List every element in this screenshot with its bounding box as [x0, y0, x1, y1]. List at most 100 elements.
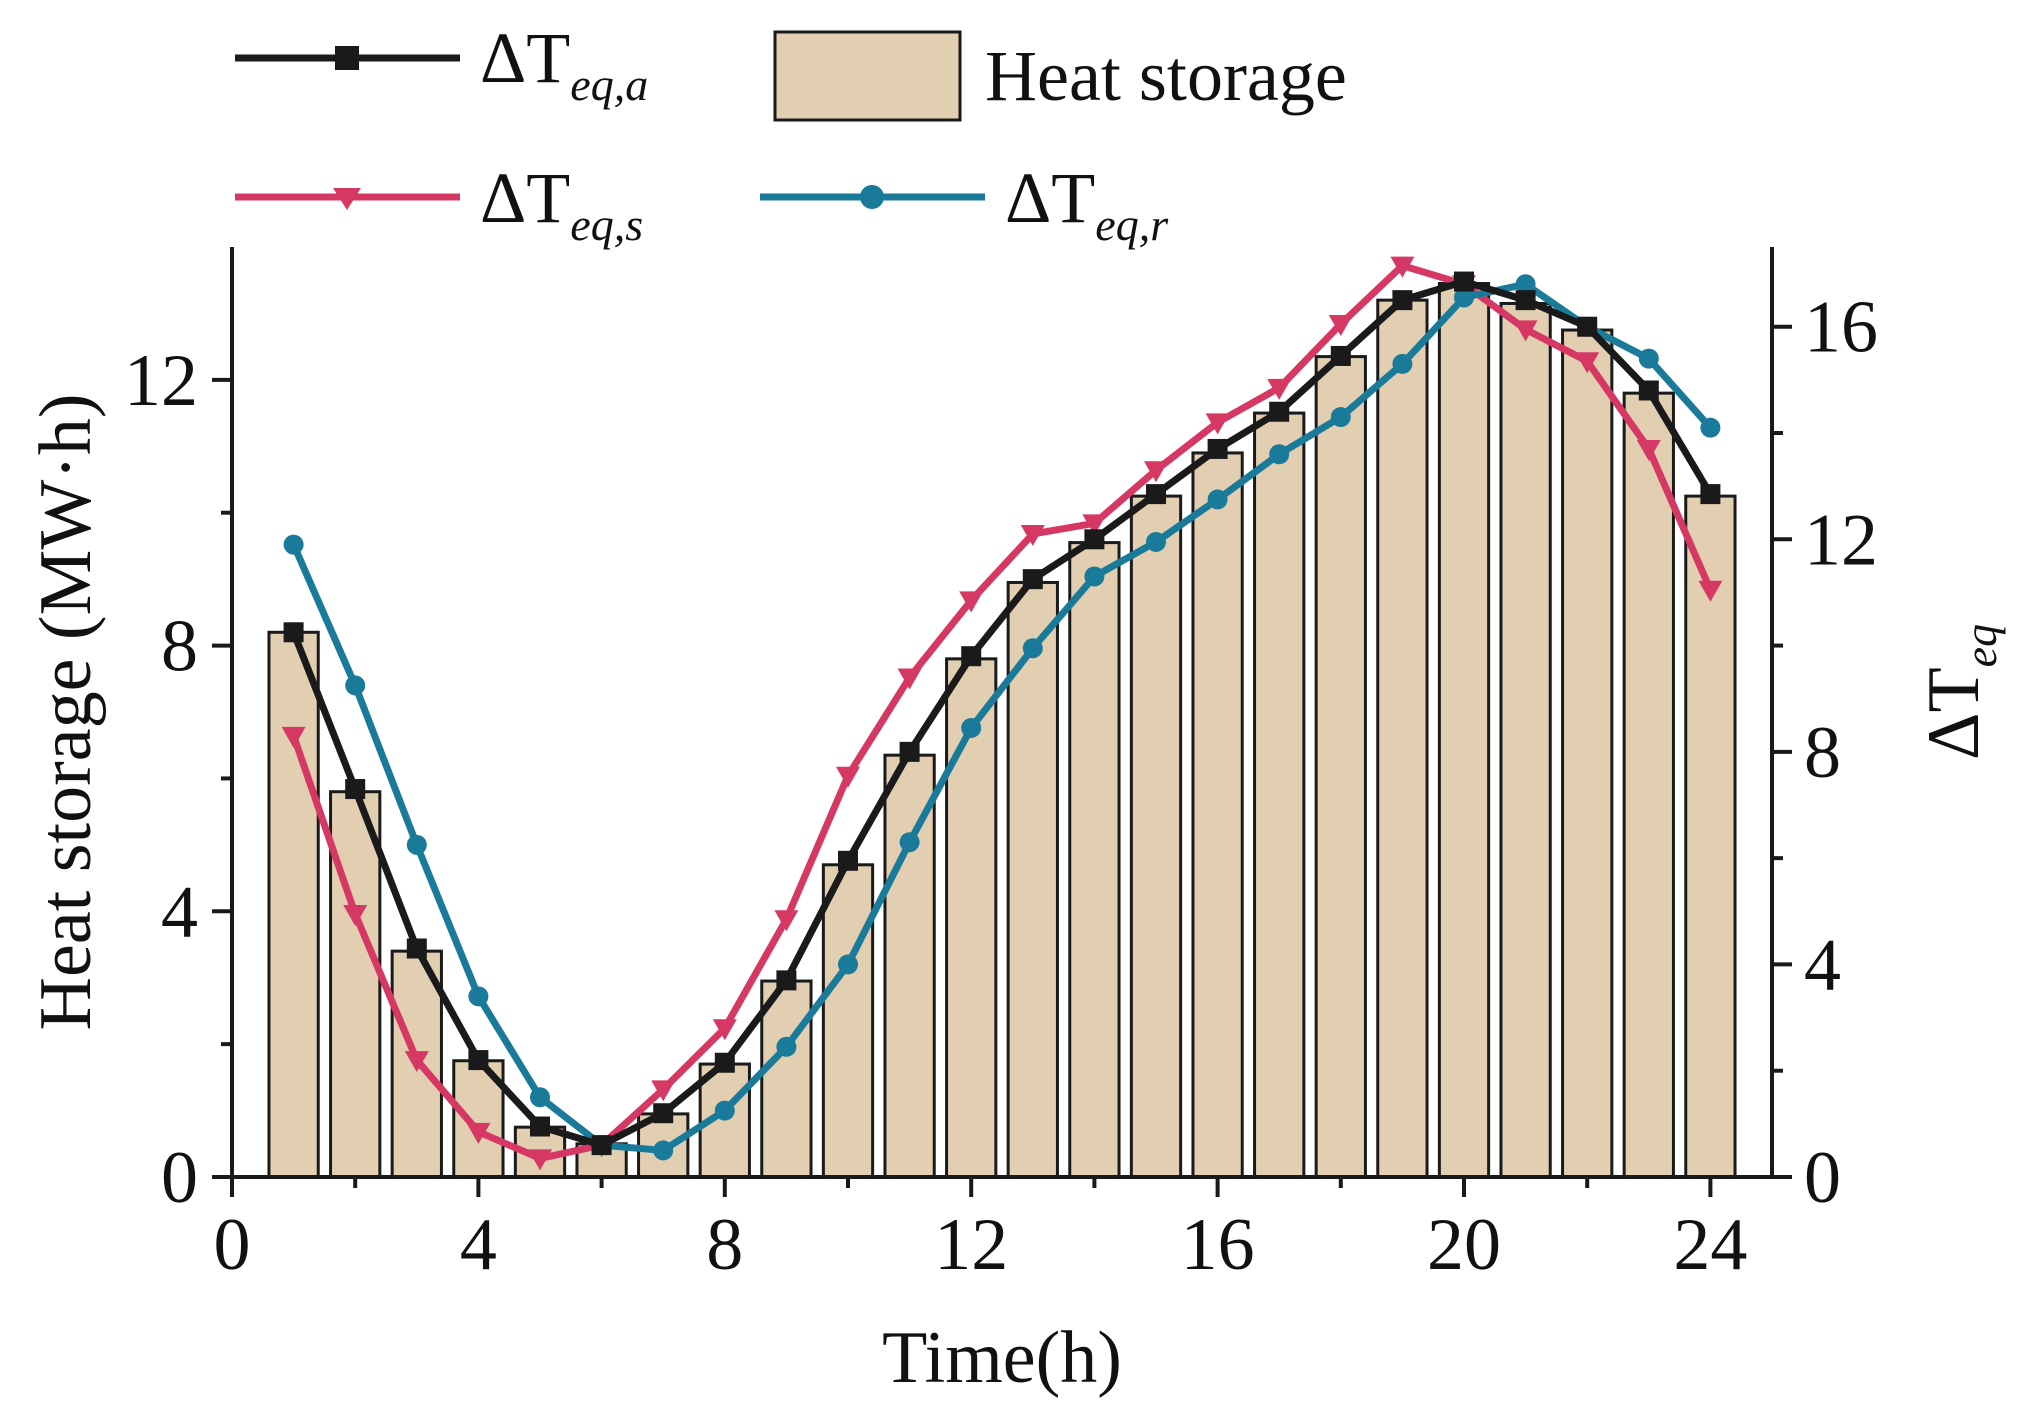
series-line-teq-eqr	[290, 280, 1714, 1154]
point-teq-eqa	[1577, 316, 1598, 337]
bar-heat-storage	[945, 657, 998, 1179]
point-teq-eqs	[897, 668, 922, 690]
point-teq-eqa	[1084, 529, 1105, 550]
legend-label-teq-s: ΔTeq,s	[480, 158, 643, 250]
point-teq-eqa	[1022, 569, 1043, 590]
bar-heat-storage	[329, 790, 382, 1179]
point-teq-eqs	[1328, 315, 1353, 337]
y-axis-right-title: ΔTeq	[1913, 624, 2006, 760]
legend-label-teq-r: ΔTeq,r	[1005, 158, 1169, 250]
legend-marker-teq-s	[333, 188, 361, 210]
y-left-tick-label: 0	[161, 1137, 198, 1219]
bars-heat-storage	[267, 282, 1737, 1179]
point-teq-eqr	[653, 1140, 674, 1161]
point-teq-eqr	[1638, 348, 1659, 369]
y-axis-left-title: Heat storage (MW·h)	[25, 394, 107, 1031]
point-teq-eqr	[1330, 407, 1351, 428]
point-teq-eqs	[1082, 514, 1107, 536]
y-left-tick-label: 12	[124, 340, 198, 422]
point-teq-eqr	[838, 954, 858, 975]
x-tick-label: 8	[706, 1204, 743, 1286]
point-teq-eqs	[959, 591, 984, 613]
legend-entry-teq-a: ΔTeq,a	[235, 18, 648, 110]
legend-marker-teq-r	[860, 185, 884, 209]
bar-heat-storage	[1684, 494, 1737, 1179]
y-left-tick-label: 4	[161, 871, 198, 953]
point-teq-eqs	[774, 910, 799, 932]
bar-heat-storage	[1191, 451, 1244, 1179]
x-tick-label: 0	[214, 1204, 251, 1286]
point-teq-eqs	[1390, 256, 1415, 278]
point-teq-eqr	[961, 717, 982, 738]
point-teq-eqr	[1207, 489, 1228, 510]
y-left-tick-label: 8	[161, 606, 198, 688]
point-teq-eqs	[836, 766, 860, 788]
legend-marker-teq-a	[335, 46, 359, 70]
point-teq-eqr	[1700, 417, 1721, 438]
point-teq-eqr	[1392, 353, 1413, 374]
point-teq-eqr	[1146, 531, 1166, 552]
point-teq-eqa	[1146, 484, 1166, 505]
point-teq-eqa	[838, 850, 858, 871]
legend-label-teq-a: ΔTeq,a	[480, 18, 648, 110]
bar-heat-storage	[267, 630, 320, 1179]
point-teq-eqr	[899, 832, 920, 853]
y-right-tick-label: 4	[1804, 924, 1841, 1006]
point-teq-eqa	[530, 1116, 550, 1137]
y-right-tick-label: 0	[1804, 1137, 1841, 1219]
point-teq-eqr	[468, 986, 489, 1007]
point-teq-eqa	[1330, 345, 1351, 366]
point-teq-eqr	[1454, 287, 1474, 308]
point-teq-eqa	[1515, 290, 1536, 311]
point-teq-eqr	[776, 1036, 797, 1057]
x-tick-label: 20	[1427, 1204, 1501, 1286]
legend-entry-teq-s: ΔTeq,s	[235, 158, 643, 250]
x-tick-label: 4	[460, 1204, 497, 1286]
x-tick-label: 24	[1673, 1204, 1747, 1286]
bar-heat-storage	[1314, 355, 1367, 1179]
point-teq-eqr	[1269, 444, 1290, 465]
point-teq-eqs	[404, 1051, 429, 1073]
point-teq-eqs	[281, 726, 306, 748]
bar-heat-storage	[1129, 494, 1183, 1179]
bar-heat-storage	[1376, 298, 1429, 1179]
point-teq-eqs	[528, 1149, 552, 1171]
point-teq-eqa	[468, 1050, 489, 1071]
point-teq-eqs	[1698, 580, 1723, 602]
bar-heat-storage	[1253, 411, 1306, 1179]
point-teq-eqa	[1269, 401, 1290, 422]
legend-entry-heat-storage: Heat storage	[773, 30, 1347, 122]
bar-heat-storage	[1006, 580, 1059, 1179]
point-teq-eqs	[1267, 378, 1292, 400]
point-teq-eqs	[466, 1122, 491, 1144]
point-teq-eqa	[961, 646, 982, 667]
point-teq-eqa	[714, 1052, 735, 1073]
point-teq-eqr	[345, 675, 366, 696]
point-teq-eqr	[406, 834, 427, 855]
bar-heat-storage	[1068, 541, 1121, 1179]
point-teq-eqs	[1513, 320, 1538, 342]
bar-heat-storage	[1622, 391, 1675, 1179]
bar-heat-storage	[821, 863, 875, 1179]
series-line-teq-eqs	[290, 262, 1714, 1162]
y-right-tick-label: 8	[1804, 712, 1841, 794]
line-series	[281, 256, 1723, 1171]
point-teq-eqr	[714, 1100, 735, 1121]
point-teq-eqa	[1392, 290, 1413, 311]
point-teq-eqr	[530, 1087, 550, 1108]
point-teq-eqa	[776, 970, 797, 991]
point-teq-eqa	[591, 1135, 612, 1156]
legend-label-heat-storage: Heat storage	[985, 36, 1347, 116]
axes: 0 4 8 12 16 20 24 0 4 8 12 0 4 8 12 16	[124, 247, 1878, 1286]
point-teq-eqs	[1205, 413, 1230, 435]
point-teq-eqa	[1207, 438, 1228, 459]
point-teq-eqs	[343, 904, 368, 926]
point-teq-eqa	[1454, 271, 1474, 292]
point-teq-eqa	[283, 622, 304, 643]
legend-entry-teq-r: ΔTeq,r	[760, 158, 1169, 250]
x-tick-label: 12	[934, 1204, 1008, 1286]
y-right-tick-label: 12	[1804, 499, 1878, 581]
series-line-teq-eqa	[290, 278, 1714, 1149]
bar-heat-storage	[760, 979, 813, 1179]
